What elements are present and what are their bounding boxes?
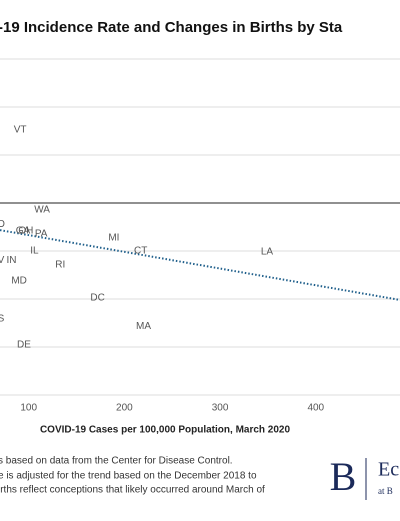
point-label: RI — [55, 260, 65, 271]
x-tick-label: 200 — [116, 403, 133, 414]
logo-text: Ec — [378, 459, 399, 481]
point-label: IN — [6, 255, 16, 266]
point-label: WA — [34, 205, 50, 216]
point-label: GA — [16, 226, 31, 237]
point-label: PA — [35, 229, 48, 240]
footnote: e is adjusted for the trend based on the… — [0, 471, 257, 482]
point-label: LA — [261, 247, 274, 258]
x-tick-label: 300 — [212, 403, 229, 414]
point-label: OH — [18, 226, 33, 237]
x-tick-label: 400 — [307, 403, 324, 414]
chart-title: -19 Incidence Rate and Changes in Births… — [0, 19, 343, 36]
point-label: CT — [134, 246, 147, 257]
footnote: irths reflect conceptions that likely oc… — [0, 485, 265, 496]
point-label: MI — [108, 233, 119, 244]
point-label: MA — [136, 321, 151, 332]
point-label: DE — [17, 340, 31, 351]
logo-letter: B — [330, 454, 357, 499]
point-label: MD — [11, 276, 27, 287]
point-label: S — [0, 314, 5, 325]
point-label: VT — [14, 125, 27, 136]
x-tick-label: 100 — [20, 403, 37, 414]
trendline — [0, 229, 400, 301]
point-label: V — [0, 255, 5, 266]
point-label: O — [0, 219, 5, 230]
point-label: DC — [90, 293, 104, 304]
logo-sub: at B — [378, 486, 393, 496]
point-label: IL — [30, 246, 39, 257]
footnote: s based on data from the Center for Dise… — [0, 456, 233, 467]
x-axis-title: COVID-19 Cases per 100,000 Population, M… — [40, 425, 291, 436]
